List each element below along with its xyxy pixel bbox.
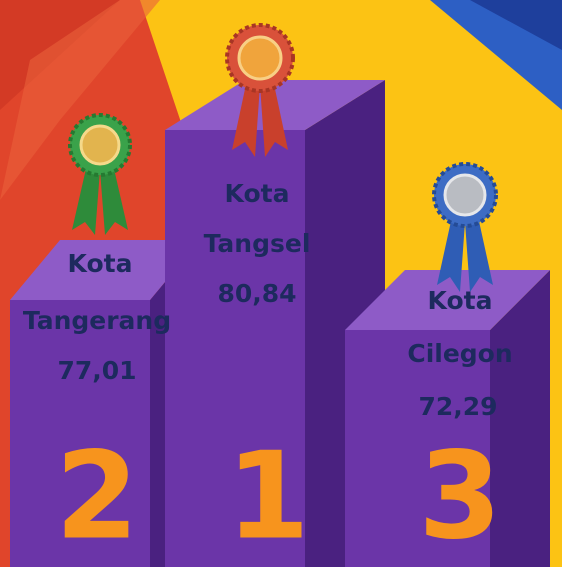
rank: 1 [226,428,310,567]
city-label: Kota [68,249,133,278]
background-stripe [0,0,160,200]
city-label: Kota [428,286,493,315]
city-value: 80,84 [217,279,296,308]
podium-front [10,300,150,567]
city-label: Tangsel [204,229,311,258]
background-blue-dark [470,0,562,50]
podium-top [345,270,550,330]
medal-green [68,113,132,235]
podium-front [345,330,490,567]
rank: 3 [418,428,502,567]
podium-top [10,240,200,300]
medal-red [225,23,295,157]
city-value: 77,01 [57,356,136,385]
city-label: Kota [225,179,290,208]
city-value: 72,29 [418,392,497,421]
city-label: Tangerang [23,306,171,335]
podium-front [165,130,305,567]
city-label: Cilegon [407,339,512,368]
rank: 2 [55,428,139,567]
podium-side [490,270,550,567]
medal-blue [432,162,498,292]
